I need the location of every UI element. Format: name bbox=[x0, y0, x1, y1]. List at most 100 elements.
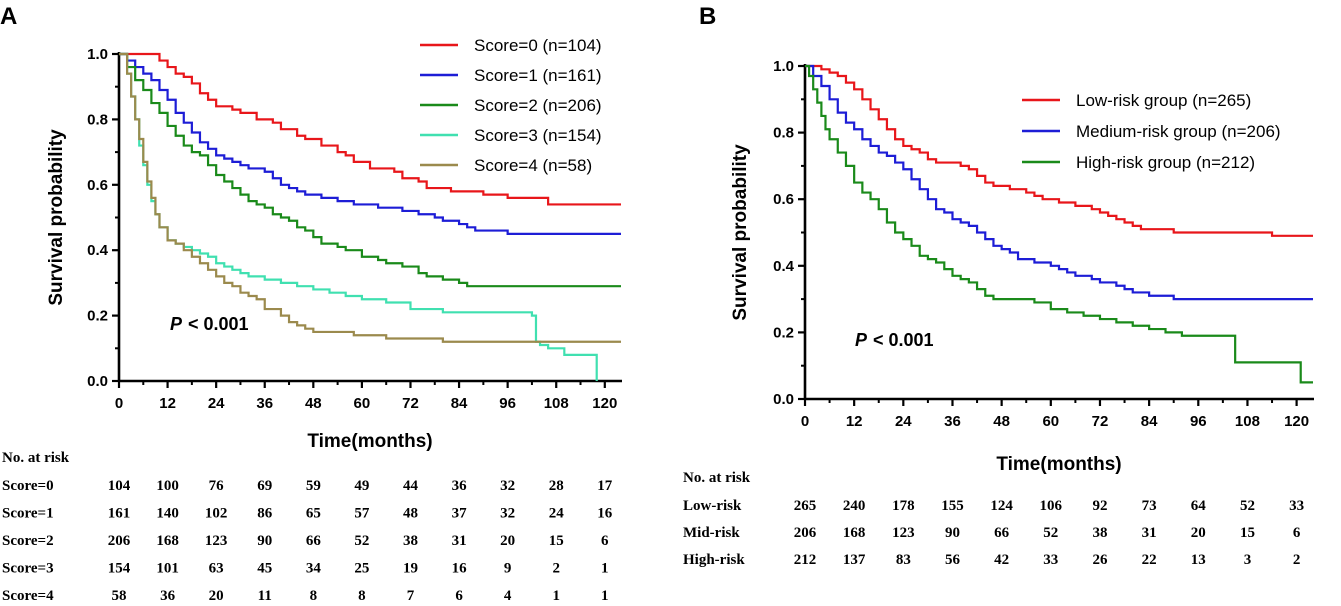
y-tick-label: 0.8 bbox=[773, 125, 794, 142]
x-tick-label: 12 bbox=[846, 413, 863, 430]
survival-curve-series-1 bbox=[119, 52, 621, 206]
risk-table-cell: 212 bbox=[794, 552, 817, 568]
risk-table-cell: 20 bbox=[1191, 525, 1206, 541]
risk-table-cell: 155 bbox=[941, 498, 964, 514]
y-tick-label: 0.6 bbox=[773, 191, 794, 208]
risk-table-cell: 102 bbox=[205, 506, 228, 522]
risk-table-cell: 69 bbox=[257, 478, 272, 494]
risk-table-cell: 124 bbox=[990, 498, 1013, 514]
risk-table-cell: 206 bbox=[794, 525, 817, 541]
risk-table-cell: 45 bbox=[257, 561, 272, 577]
risk-table-cell: 31 bbox=[452, 533, 467, 549]
risk-table-cell: 168 bbox=[156, 533, 179, 549]
risk-table-cell: 90 bbox=[945, 525, 960, 541]
risk-table-cell: 36 bbox=[160, 588, 176, 604]
survival-curve-series-1 bbox=[805, 64, 1313, 237]
risk-table-cell: 20 bbox=[209, 588, 224, 604]
risk-table-cell: 9 bbox=[504, 561, 512, 577]
x-tick-label: 120 bbox=[592, 395, 617, 412]
p-value-text: < 0.001 bbox=[188, 314, 249, 334]
risk-table-cell: 101 bbox=[156, 561, 179, 577]
chart-panel-a: A0.00.20.40.60.81.00 12 24 36 48 60 72 84 96 108 1… bbox=[0, 3, 622, 604]
survival-curve-series-2 bbox=[119, 52, 621, 235]
x-tick-label: 84 bbox=[451, 395, 468, 412]
risk-table-cell: 49 bbox=[354, 478, 369, 494]
risk-table-cell: 52 bbox=[1043, 525, 1058, 541]
x-tick-label: 60 bbox=[354, 395, 371, 412]
legend-label: Medium-risk group (n=206) bbox=[1076, 122, 1281, 141]
p-value-annotation: P < 0.001 bbox=[170, 314, 249, 334]
y-tick-label: 0.8 bbox=[87, 111, 108, 128]
chart-panel-b: B0.00.20.40.60.81.00 12 24 36 48 60 72 84 96 108 1… bbox=[683, 3, 1314, 568]
x-tick-label: 0 bbox=[115, 395, 123, 412]
risk-table-cell: 8 bbox=[358, 588, 366, 604]
risk-table-cell: 66 bbox=[994, 525, 1010, 541]
risk-table-cell: 6 bbox=[1293, 525, 1301, 541]
risk-table-cell: 13 bbox=[1191, 552, 1206, 568]
risk-table-cell: 154 bbox=[108, 561, 131, 577]
risk-table-row-label: Low-risk bbox=[683, 498, 742, 514]
y-tick-label: 0.2 bbox=[87, 308, 108, 325]
x-tick-label: 48 bbox=[993, 413, 1010, 430]
risk-table-cell: 6 bbox=[455, 588, 463, 604]
risk-table-cell: 44 bbox=[403, 478, 419, 494]
y-tick-label: 0.0 bbox=[773, 391, 794, 408]
risk-table-cell: 16 bbox=[597, 506, 613, 522]
legend-label: Score=0 (n=104) bbox=[474, 36, 602, 55]
risk-table-cell: 1 bbox=[601, 561, 609, 577]
risk-table-cell: 123 bbox=[205, 533, 228, 549]
survival-curve-series-2 bbox=[805, 64, 1313, 301]
risk-table-cell: 58 bbox=[112, 588, 127, 604]
risk-table-cell: 22 bbox=[1142, 552, 1157, 568]
risk-table-cell: 206 bbox=[108, 533, 131, 549]
risk-table-cell: 106 bbox=[1040, 498, 1063, 514]
y-tick-label: 1.0 bbox=[773, 58, 794, 75]
risk-table-cell: 59 bbox=[306, 478, 321, 494]
risk-table-cell: 178 bbox=[892, 498, 915, 514]
risk-table-row-label: Score=4 bbox=[2, 588, 54, 604]
risk-table-cell: 28 bbox=[549, 478, 564, 494]
risk-table-cell: 34 bbox=[306, 561, 322, 577]
p-value-symbol: P bbox=[170, 314, 183, 334]
x-tick-label: 120 bbox=[1284, 413, 1309, 430]
survival-curve-series-3 bbox=[805, 64, 1313, 384]
risk-table-cell: 36 bbox=[452, 478, 468, 494]
x-tick-label: 72 bbox=[402, 395, 419, 412]
x-tick-label: 36 bbox=[256, 395, 273, 412]
legend-label: High-risk group (n=212) bbox=[1076, 153, 1255, 172]
risk-table-cell: 1 bbox=[601, 588, 609, 604]
risk-table-cell: 32 bbox=[500, 478, 515, 494]
y-tick-label: 0.4 bbox=[773, 258, 795, 275]
y-tick-label: 0.6 bbox=[87, 177, 108, 194]
risk-table-cell: 7 bbox=[407, 588, 415, 604]
x-tick-label: 24 bbox=[208, 395, 225, 412]
survival-curve-series-3 bbox=[119, 52, 621, 288]
risk-table-cell: 65 bbox=[306, 506, 321, 522]
risk-table-cell: 2 bbox=[1293, 552, 1301, 568]
risk-table-cell: 15 bbox=[1240, 525, 1255, 541]
risk-table-cell: 92 bbox=[1092, 498, 1107, 514]
risk-table-cell: 8 bbox=[310, 588, 318, 604]
x-tick-label: 24 bbox=[895, 413, 912, 430]
legend-label: Low-risk group (n=265) bbox=[1076, 91, 1251, 110]
x-axis-title: Time(months) bbox=[996, 454, 1121, 475]
risk-table-cell: 38 bbox=[1092, 525, 1107, 541]
x-tick-label: 72 bbox=[1092, 413, 1109, 430]
risk-table-cell: 52 bbox=[354, 533, 369, 549]
risk-table-cell: 26 bbox=[1092, 552, 1108, 568]
risk-table-cell: 48 bbox=[403, 506, 418, 522]
risk-table-row-label: Score=2 bbox=[2, 533, 54, 549]
risk-table-cell: 86 bbox=[257, 506, 273, 522]
x-tick-label: 48 bbox=[305, 395, 322, 412]
risk-table-cell: 33 bbox=[1043, 552, 1058, 568]
risk-table-cell: 168 bbox=[843, 525, 866, 541]
risk-table-cell: 90 bbox=[257, 533, 272, 549]
risk-table-cell: 57 bbox=[354, 506, 370, 522]
y-tick-label: 0.4 bbox=[87, 242, 109, 259]
risk-table-header: No. at risk bbox=[683, 470, 751, 486]
risk-table-row-label: Score=1 bbox=[2, 506, 54, 522]
risk-table-cell: 3 bbox=[1244, 552, 1252, 568]
y-tick-label: 1.0 bbox=[87, 46, 108, 63]
risk-table-cell: 265 bbox=[794, 498, 817, 514]
risk-table-cell: 83 bbox=[896, 552, 911, 568]
